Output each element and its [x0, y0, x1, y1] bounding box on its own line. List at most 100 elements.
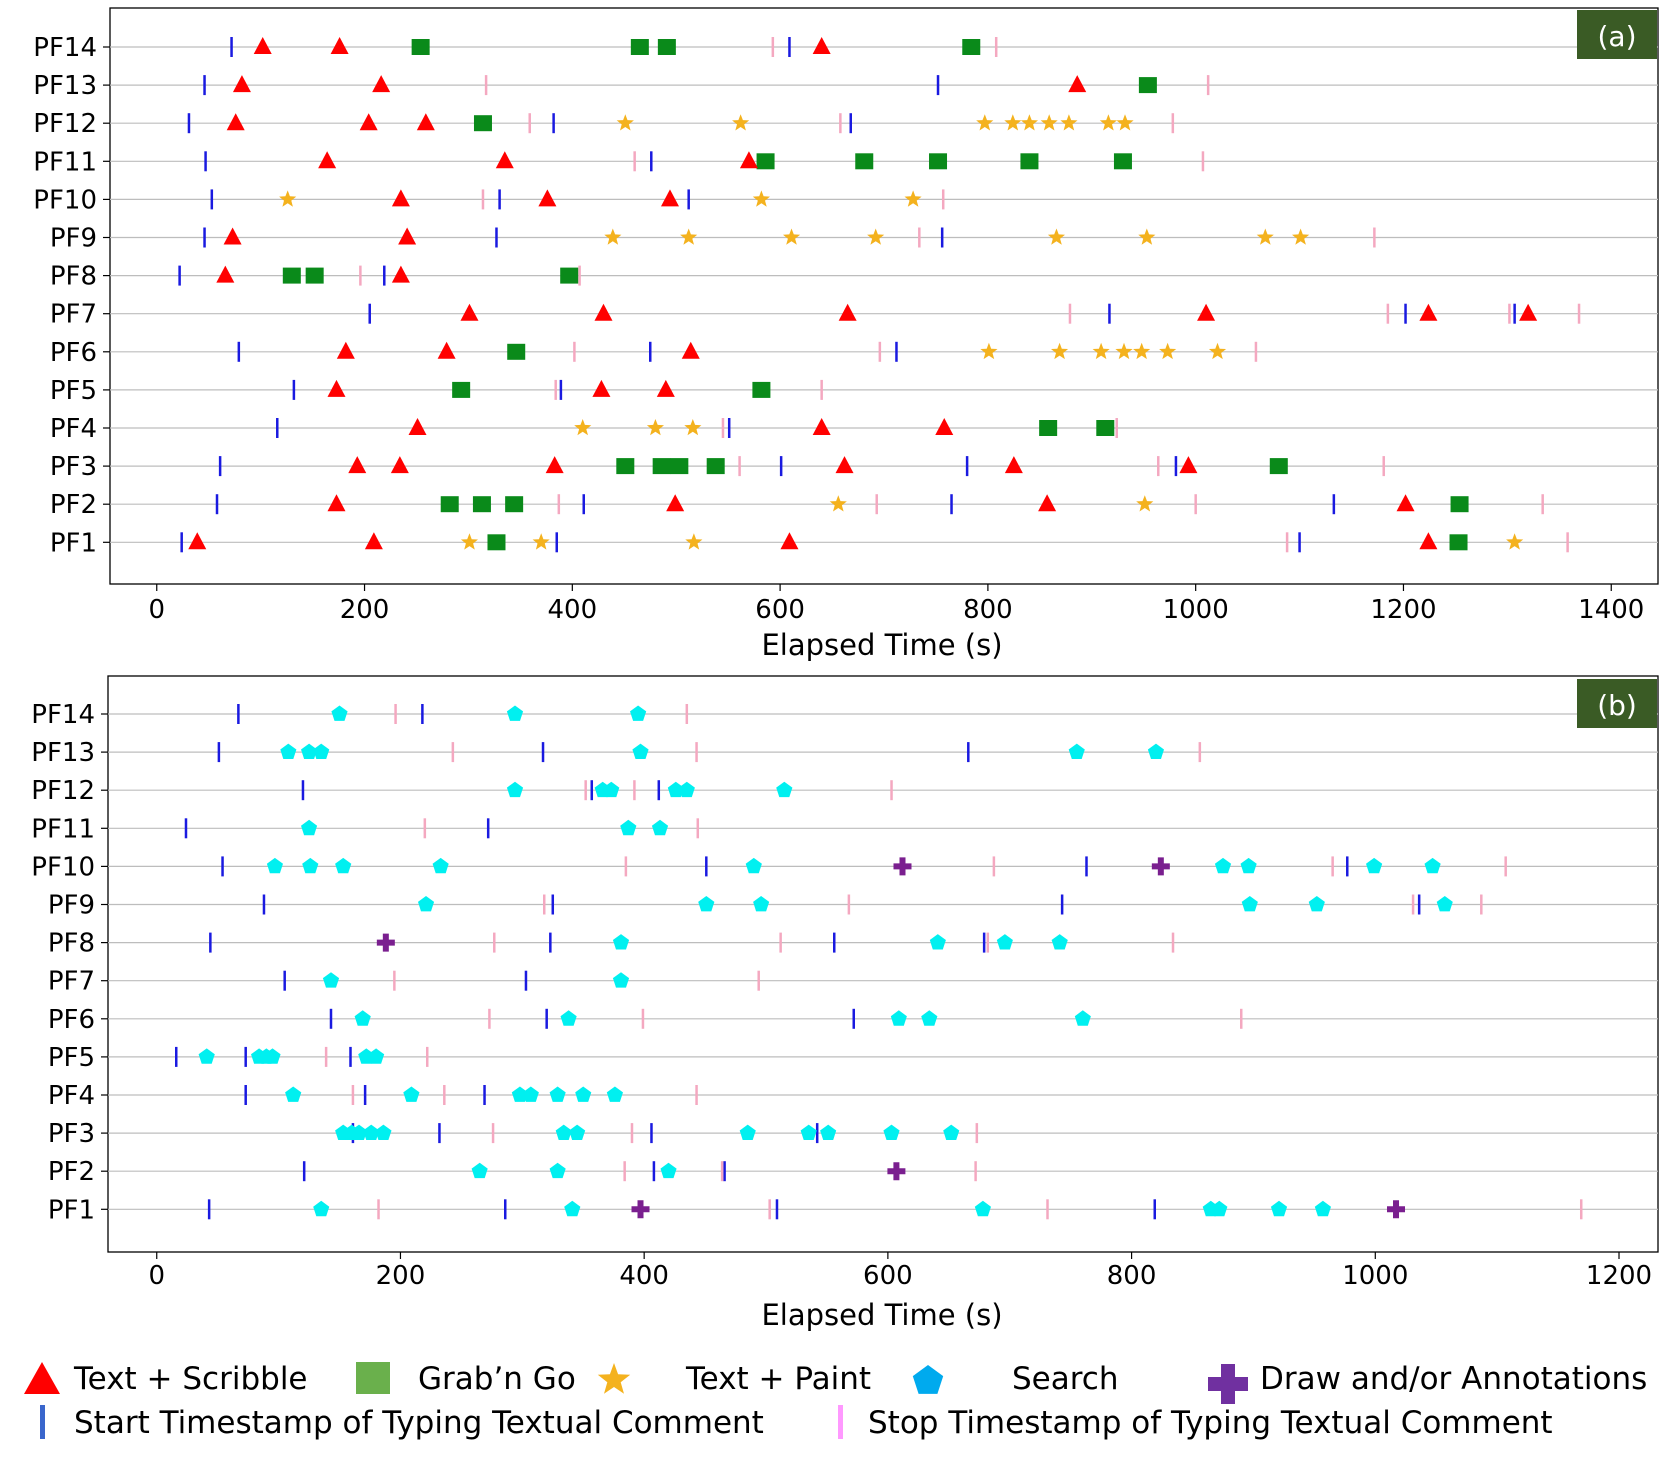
- text-paint-marker: [604, 228, 622, 245]
- grab-n-go-marker: [929, 153, 948, 170]
- search-marker: [1214, 857, 1232, 874]
- x-tick-label-800: 800: [1107, 1261, 1157, 1291]
- text-scribble-marker: [812, 37, 831, 54]
- grab-n-go-marker: [440, 496, 459, 513]
- grab-n-go-marker: [452, 381, 471, 398]
- text-paint-marker: [680, 228, 698, 245]
- grab-n-go-marker: [1269, 458, 1288, 475]
- search-marker: [549, 1162, 566, 1179]
- text-scribble-marker: [372, 75, 391, 93]
- text-paint-marker: [732, 114, 750, 131]
- y-tick-label-pf14: PF14: [31, 700, 95, 730]
- y-tick-label-pf10: PF10: [33, 185, 97, 215]
- search-marker: [301, 743, 318, 759]
- x-tick-label-0: 0: [148, 1261, 165, 1291]
- legend-item-text-paint: Text + Paint: [597, 1361, 871, 1397]
- y-tick-label-pf6: PF6: [48, 1005, 95, 1035]
- text-scribble-marker: [460, 303, 479, 321]
- grab-n-go-marker: [1039, 420, 1058, 436]
- y-tick-label-pf7: PF7: [48, 967, 95, 997]
- text-paint-marker: [1004, 114, 1022, 131]
- text-scribble-marker: [327, 494, 346, 512]
- grab-n-go-marker: [616, 458, 635, 475]
- text-scribble-marker: [364, 532, 383, 550]
- search-marker: [335, 857, 352, 874]
- text-paint-marker: [980, 342, 998, 360]
- draw-annotations-marker: [1151, 857, 1170, 876]
- panel-a-chart: PF14PF13PF12PF11PF10PF9PF8PF7PF6PF5PF4PF…: [33, 7, 1659, 662]
- search-marker: [368, 1048, 385, 1064]
- search-marker: [1051, 934, 1068, 950]
- grab-n-go-marker: [1096, 420, 1115, 436]
- grab-n-go-marker: [505, 496, 524, 513]
- text-paint-marker: [904, 190, 922, 207]
- text-paint-marker: [752, 190, 770, 207]
- search-marker: [313, 743, 330, 759]
- text-scribble-marker: [1038, 494, 1057, 512]
- grab-n-go-marker: [1450, 496, 1469, 513]
- x-tick-label-600: 600: [755, 595, 805, 625]
- triangle-icon: [24, 1362, 60, 1394]
- text-scribble-marker: [835, 456, 854, 474]
- x-tick-label-200: 200: [340, 595, 390, 625]
- text-scribble-marker: [391, 265, 410, 283]
- text-scribble-marker: [1419, 532, 1438, 550]
- legend-item-draw-annotations: Draw and/or Annotations: [1208, 1361, 1647, 1404]
- y-tick-label-pf9: PF9: [48, 891, 95, 921]
- search-marker: [630, 705, 647, 721]
- text-scribble-marker: [223, 227, 242, 245]
- legend-item-start-timestamp: Start Timestamp of Typing Textual Commen…: [40, 1405, 764, 1441]
- grab-n-go-marker: [1449, 534, 1468, 551]
- search-marker: [471, 1162, 488, 1179]
- text-scribble-marker: [538, 189, 557, 207]
- y-tick-label-pf3: PF3: [48, 1119, 95, 1149]
- text-paint-marker: [1115, 342, 1133, 360]
- search-marker: [285, 1086, 302, 1102]
- panel-b-x-axis-label: Elapsed Time (s): [761, 1298, 1002, 1332]
- search-marker: [198, 1048, 215, 1064]
- search-marker: [511, 1086, 528, 1102]
- y-tick-label-pf1: PF1: [50, 528, 97, 558]
- text-paint-marker: [783, 228, 801, 245]
- text-scribble-marker: [660, 189, 679, 207]
- text-paint-marker: [279, 190, 297, 207]
- y-tick-label-pf4: PF4: [50, 414, 97, 444]
- text-scribble-marker: [336, 341, 355, 359]
- search-marker: [606, 1086, 623, 1102]
- text-scribble-marker: [437, 341, 456, 359]
- text-scribble-marker: [812, 418, 831, 435]
- legend-label-text-paint: Text + Paint: [685, 1361, 871, 1397]
- grab-n-go-marker: [706, 458, 725, 475]
- search-marker: [1314, 1200, 1331, 1217]
- search-marker: [921, 1010, 938, 1026]
- text-paint-marker: [1292, 228, 1310, 245]
- x-tick-label-1400: 1400: [1578, 595, 1644, 625]
- search-marker: [506, 705, 524, 721]
- text-scribble-marker: [495, 151, 514, 169]
- text-scribble-marker: [416, 113, 435, 131]
- legend-label-start-timestamp: Start Timestamp of Typing Textual Commen…: [74, 1405, 764, 1441]
- grab-n-go-marker: [411, 39, 430, 55]
- search-marker: [569, 1124, 586, 1140]
- panel-b-chart: PF14PF13PF12PF11PF10PF9PF8PF7PF6PF5PF4PF…: [31, 675, 1659, 1332]
- search-marker: [820, 1124, 837, 1140]
- search-marker: [522, 1086, 539, 1102]
- search-marker: [375, 1124, 392, 1140]
- x-tick-label-200: 200: [376, 1261, 426, 1291]
- legend: Text + Scribble Grab’n Go Text + Paint S…: [24, 1361, 1647, 1441]
- search-marker: [632, 743, 649, 759]
- text-paint-marker: [976, 114, 994, 131]
- y-tick-label-pf12: PF12: [31, 776, 95, 806]
- legend-item-search: Search: [912, 1361, 1119, 1397]
- search-marker: [363, 1124, 380, 1140]
- y-tick-label-pf13: PF13: [33, 71, 97, 101]
- text-scribble-marker: [359, 113, 378, 131]
- draw-annotations-marker: [887, 1162, 906, 1181]
- text-scribble-marker: [739, 151, 758, 169]
- search-marker: [612, 972, 630, 988]
- search-marker: [1308, 896, 1325, 912]
- search-marker: [555, 1124, 572, 1140]
- grab-n-go-marker: [1138, 77, 1157, 94]
- text-paint-marker: [684, 419, 702, 436]
- text-paint-marker: [1208, 342, 1227, 360]
